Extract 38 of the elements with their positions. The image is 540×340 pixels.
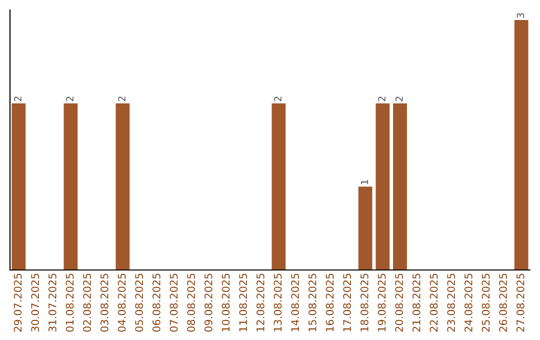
x-tick-label: 19.08.2025	[378, 274, 386, 332]
x-tick-label: 31.07.2025	[48, 274, 56, 332]
x-tick-label: 04.08.2025	[118, 274, 126, 332]
data-label: 1	[360, 180, 368, 184]
x-tick-label: 14.08.2025	[291, 274, 300, 332]
x-tick-label: 21.08.2025	[412, 274, 420, 332]
x-tick-label: 18.08.2025	[360, 274, 368, 332]
x-tick-label: 24.08.2025	[464, 274, 472, 332]
x-tick-label: 11.08.2025	[239, 274, 248, 332]
data-label: 2	[274, 96, 282, 102]
x-tick-label: 02.08.2025	[83, 274, 92, 332]
x-tick-label: 23.08.2025	[447, 274, 456, 332]
x-tick-label: 30.07.2025	[31, 274, 40, 332]
x-tick-label: 08.08.2025	[187, 274, 196, 332]
x-tick-label: 15.08.2025	[308, 274, 316, 332]
x-tick-label: 07.08.2025	[170, 274, 178, 332]
x-tick-label: 06.08.2025	[152, 274, 160, 332]
x-tick-label: 20.08.2025	[395, 274, 404, 332]
data-label: 3	[516, 13, 524, 18]
data-label: 2	[118, 96, 126, 102]
x-tick-label: 03.08.2025	[100, 274, 108, 332]
x-tick-label: 13.08.2025	[274, 274, 282, 332]
x-tick-label: 27.08.2025	[516, 274, 524, 332]
x-tick-label: 22.08.2025	[430, 274, 438, 332]
x-tick-label: 16.08.2025	[326, 274, 334, 332]
x-tick-label: 10.08.2025	[222, 274, 230, 332]
data-label: 2	[395, 96, 403, 102]
x-tick-label: 29.07.2025	[14, 274, 22, 332]
x-tick-label: 12.08.2025	[256, 274, 264, 332]
x-tick-label: 09.08.2025	[204, 274, 212, 332]
data-label: 2	[378, 96, 386, 102]
x-tick-label: 05.08.2025	[135, 274, 144, 332]
data-label: 2	[66, 96, 74, 102]
x-tick-label: 25.08.2025	[482, 274, 490, 332]
data-label: 2	[14, 96, 22, 102]
x-tick-label: 17.08.2025	[343, 274, 352, 332]
x-tick-label: 01.08.2025	[66, 274, 74, 332]
x-tick-label: 26.08.2025	[499, 274, 508, 332]
